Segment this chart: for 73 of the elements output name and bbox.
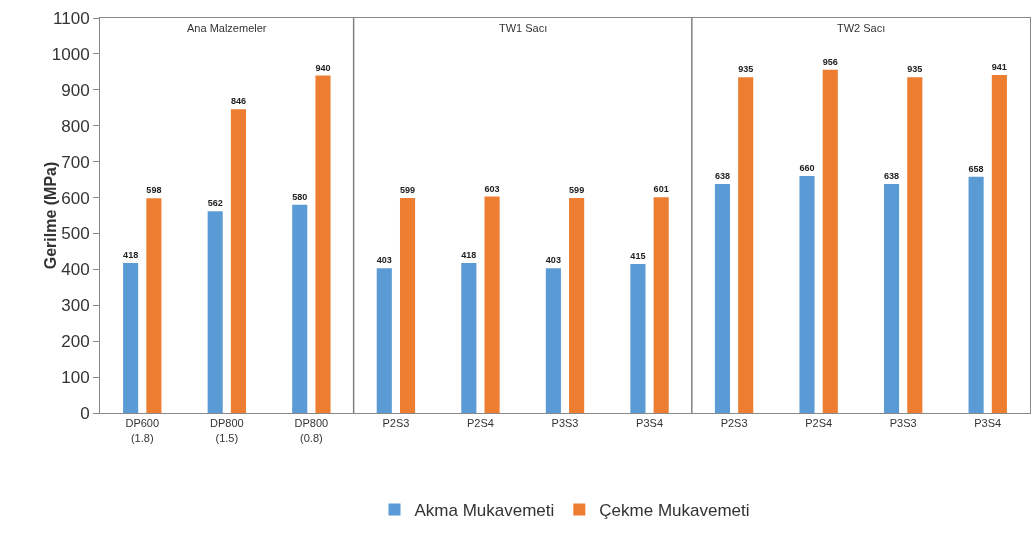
bar (399, 197, 416, 413)
bar (315, 75, 331, 413)
bar (738, 77, 754, 413)
annotation: TW1 Sacı (499, 22, 548, 34)
bar (146, 198, 162, 413)
bar (907, 77, 923, 413)
y-tick-label: 800 (61, 116, 90, 136)
bar (884, 183, 900, 413)
bar (207, 211, 223, 413)
data-label: 638 (884, 171, 900, 182)
bar (376, 268, 392, 413)
y-tick-label: 0 (80, 403, 90, 423)
x-tick-label: P2S4 (805, 417, 833, 430)
bar (822, 69, 838, 413)
y-tick-label: 500 (61, 224, 90, 244)
x-tick-label: P3S4 (974, 417, 1002, 430)
data-label: 935 (907, 64, 923, 75)
bar (714, 183, 731, 413)
x-tick-label: P2S3 (720, 417, 748, 430)
bar (545, 268, 561, 413)
x-tick-label: P3S3 (889, 417, 917, 430)
data-label: 415 (630, 251, 646, 262)
y-tick-label: 300 (61, 296, 90, 316)
y-axis-title: Gerilme (MPa) (42, 161, 60, 270)
data-label: 935 (738, 64, 754, 75)
bar (569, 197, 585, 413)
data-label: 598 (146, 185, 162, 196)
y-tick-label: 400 (61, 260, 90, 280)
data-label: 599 (399, 185, 416, 196)
y-tick-label: 1000 (51, 44, 90, 64)
legend-label: Çekme Mukavemeti (599, 501, 750, 521)
y-tick-label: 200 (61, 332, 90, 352)
data-label: 603 (484, 183, 500, 194)
bar (653, 197, 669, 413)
x-tick-label: P3S3 (551, 417, 579, 430)
bar (484, 196, 500, 413)
x-tick-label: P2S4 (466, 417, 494, 430)
annotation: TW2 Sacı (837, 22, 886, 34)
y-tick-label: 1100 (53, 8, 90, 28)
bar (991, 75, 1007, 413)
y-tick-label: 600 (61, 188, 90, 208)
bar (968, 176, 984, 413)
bar (799, 176, 815, 413)
data-label: 403 (376, 255, 392, 266)
data-label: 941 (991, 62, 1007, 73)
x-tick-label: DP800 (1.5) (210, 417, 244, 444)
x-tick-label: DP600 (1.8) (125, 417, 160, 444)
data-label: 418 (461, 250, 477, 261)
data-label: 580 (292, 191, 308, 202)
data-label: 562 (207, 198, 223, 209)
data-label: 660 (799, 163, 815, 174)
data-label: 418 (123, 250, 139, 261)
x-tick-label: DP800 (0.8) (294, 417, 329, 444)
data-label: 658 (968, 163, 984, 174)
x-tick-label: P3S4 (636, 417, 664, 430)
data-label: 638 (714, 171, 731, 182)
data-label: 601 (653, 184, 669, 195)
bar (292, 204, 308, 413)
data-label: 846 (230, 96, 246, 107)
bar (123, 262, 139, 413)
y-tick-label: 900 (61, 80, 90, 100)
x-tick-label: P2S3 (382, 417, 410, 430)
bar (230, 109, 246, 413)
data-label: 403 (545, 255, 561, 266)
data-label: 940 (315, 62, 331, 73)
annotation: Ana Malzemeler (187, 22, 267, 34)
y-tick-label: 700 (61, 152, 90, 172)
bar (461, 262, 477, 413)
y-tick-label: 100 (61, 368, 90, 388)
legend-label: Akma Mukavemeti (414, 501, 555, 521)
data-label: 599 (569, 185, 585, 196)
data-label: 956 (822, 56, 838, 67)
bar (630, 263, 646, 413)
